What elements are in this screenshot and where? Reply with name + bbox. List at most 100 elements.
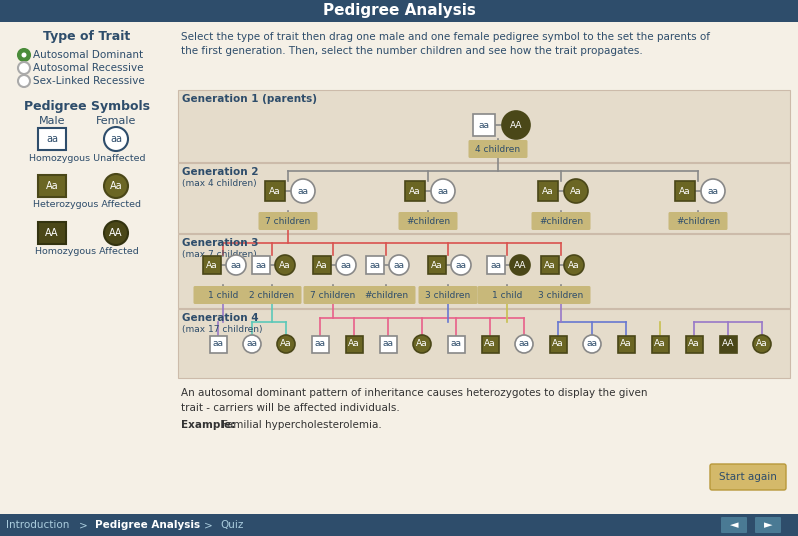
Text: #children: #children bbox=[406, 217, 450, 226]
Circle shape bbox=[564, 255, 584, 275]
FancyBboxPatch shape bbox=[366, 256, 384, 274]
Circle shape bbox=[431, 179, 455, 203]
Text: Aa: Aa bbox=[654, 339, 666, 348]
Text: Sex-Linked Recessive: Sex-Linked Recessive bbox=[33, 76, 144, 86]
FancyBboxPatch shape bbox=[380, 336, 397, 353]
Text: Homozygous Affected: Homozygous Affected bbox=[35, 247, 139, 256]
FancyBboxPatch shape bbox=[669, 212, 728, 230]
Text: Aa: Aa bbox=[316, 260, 328, 270]
Circle shape bbox=[336, 255, 356, 275]
Text: Aa: Aa bbox=[348, 339, 360, 348]
Text: Pedigree Analysis: Pedigree Analysis bbox=[322, 4, 476, 19]
Text: AA: AA bbox=[45, 228, 59, 238]
FancyBboxPatch shape bbox=[210, 336, 227, 353]
FancyBboxPatch shape bbox=[710, 464, 786, 490]
FancyBboxPatch shape bbox=[0, 514, 798, 536]
FancyBboxPatch shape bbox=[721, 517, 747, 533]
Text: Aa: Aa bbox=[409, 187, 421, 196]
Text: AA: AA bbox=[721, 339, 734, 348]
Circle shape bbox=[243, 335, 261, 353]
FancyBboxPatch shape bbox=[313, 256, 331, 274]
Text: AA: AA bbox=[510, 121, 522, 130]
Text: AA: AA bbox=[109, 228, 123, 238]
Text: Pedigree Analysis: Pedigree Analysis bbox=[96, 520, 200, 530]
Text: Aa: Aa bbox=[552, 339, 564, 348]
Text: 7 children: 7 children bbox=[266, 217, 310, 226]
Text: Generation 1 (parents): Generation 1 (parents) bbox=[182, 94, 317, 104]
FancyBboxPatch shape bbox=[685, 336, 702, 353]
Text: Generation 2: Generation 2 bbox=[182, 167, 259, 177]
FancyBboxPatch shape bbox=[428, 256, 446, 274]
Text: aa: aa bbox=[255, 260, 267, 270]
Text: Aa: Aa bbox=[679, 187, 691, 196]
Circle shape bbox=[18, 62, 30, 74]
FancyBboxPatch shape bbox=[405, 181, 425, 201]
Text: aa: aa bbox=[110, 134, 122, 144]
Text: 7 children: 7 children bbox=[310, 291, 356, 300]
FancyBboxPatch shape bbox=[178, 163, 790, 233]
Text: Aa: Aa bbox=[544, 260, 556, 270]
Text: aa: aa bbox=[46, 134, 58, 144]
Circle shape bbox=[104, 174, 128, 198]
FancyBboxPatch shape bbox=[178, 234, 790, 308]
Text: aa: aa bbox=[479, 121, 489, 130]
FancyBboxPatch shape bbox=[531, 286, 591, 304]
Text: Example:: Example: bbox=[181, 420, 239, 430]
Text: Autosomal Recessive: Autosomal Recessive bbox=[33, 63, 144, 73]
Text: Aa: Aa bbox=[417, 339, 428, 348]
Text: Homozygous Unaffected: Homozygous Unaffected bbox=[29, 154, 145, 163]
FancyBboxPatch shape bbox=[346, 336, 362, 353]
FancyBboxPatch shape bbox=[203, 256, 221, 274]
Text: (max 7 children): (max 7 children) bbox=[182, 250, 257, 259]
Circle shape bbox=[275, 255, 295, 275]
Text: Aa: Aa bbox=[484, 339, 496, 348]
Text: Aa: Aa bbox=[571, 187, 582, 196]
FancyBboxPatch shape bbox=[0, 0, 798, 22]
FancyBboxPatch shape bbox=[618, 336, 634, 353]
FancyBboxPatch shape bbox=[541, 256, 559, 274]
Text: aa: aa bbox=[456, 260, 467, 270]
FancyBboxPatch shape bbox=[550, 336, 567, 353]
Text: #children: #children bbox=[676, 217, 720, 226]
Text: Aa: Aa bbox=[431, 260, 443, 270]
FancyBboxPatch shape bbox=[38, 175, 66, 197]
Text: ◄: ◄ bbox=[729, 520, 738, 530]
Circle shape bbox=[18, 75, 30, 87]
Text: 2 children: 2 children bbox=[250, 291, 294, 300]
Text: aa: aa bbox=[451, 339, 461, 348]
Text: Familial hypercholesterolemia.: Familial hypercholesterolemia. bbox=[222, 420, 381, 430]
Circle shape bbox=[510, 255, 530, 275]
Text: Heterozygous Affected: Heterozygous Affected bbox=[33, 200, 141, 209]
Text: aa: aa bbox=[212, 339, 223, 348]
FancyBboxPatch shape bbox=[418, 286, 477, 304]
Text: aa: aa bbox=[491, 260, 501, 270]
Text: aa: aa bbox=[437, 187, 448, 196]
Text: AA: AA bbox=[514, 260, 526, 270]
Circle shape bbox=[451, 255, 471, 275]
Text: Generation 3: Generation 3 bbox=[182, 238, 259, 248]
Text: Aa: Aa bbox=[279, 260, 290, 270]
FancyBboxPatch shape bbox=[720, 336, 737, 353]
Circle shape bbox=[18, 49, 30, 61]
Text: Start again: Start again bbox=[719, 472, 777, 482]
FancyBboxPatch shape bbox=[481, 336, 499, 353]
Text: Aa: Aa bbox=[45, 181, 58, 191]
Text: Aa: Aa bbox=[280, 339, 292, 348]
FancyBboxPatch shape bbox=[448, 336, 464, 353]
FancyBboxPatch shape bbox=[193, 286, 252, 304]
FancyBboxPatch shape bbox=[477, 286, 536, 304]
Text: aa: aa bbox=[341, 260, 351, 270]
Text: Aa: Aa bbox=[620, 339, 632, 348]
Text: 1 child: 1 child bbox=[492, 291, 522, 300]
Text: >: > bbox=[79, 520, 87, 530]
FancyBboxPatch shape bbox=[178, 309, 790, 378]
Text: Type of Trait: Type of Trait bbox=[43, 30, 131, 43]
Text: Quiz: Quiz bbox=[220, 520, 243, 530]
Circle shape bbox=[753, 335, 771, 353]
Circle shape bbox=[277, 335, 295, 353]
Text: 4 children: 4 children bbox=[476, 145, 520, 153]
Text: 3 children: 3 children bbox=[425, 291, 471, 300]
FancyBboxPatch shape bbox=[252, 256, 270, 274]
Circle shape bbox=[502, 111, 530, 139]
FancyBboxPatch shape bbox=[675, 181, 695, 201]
